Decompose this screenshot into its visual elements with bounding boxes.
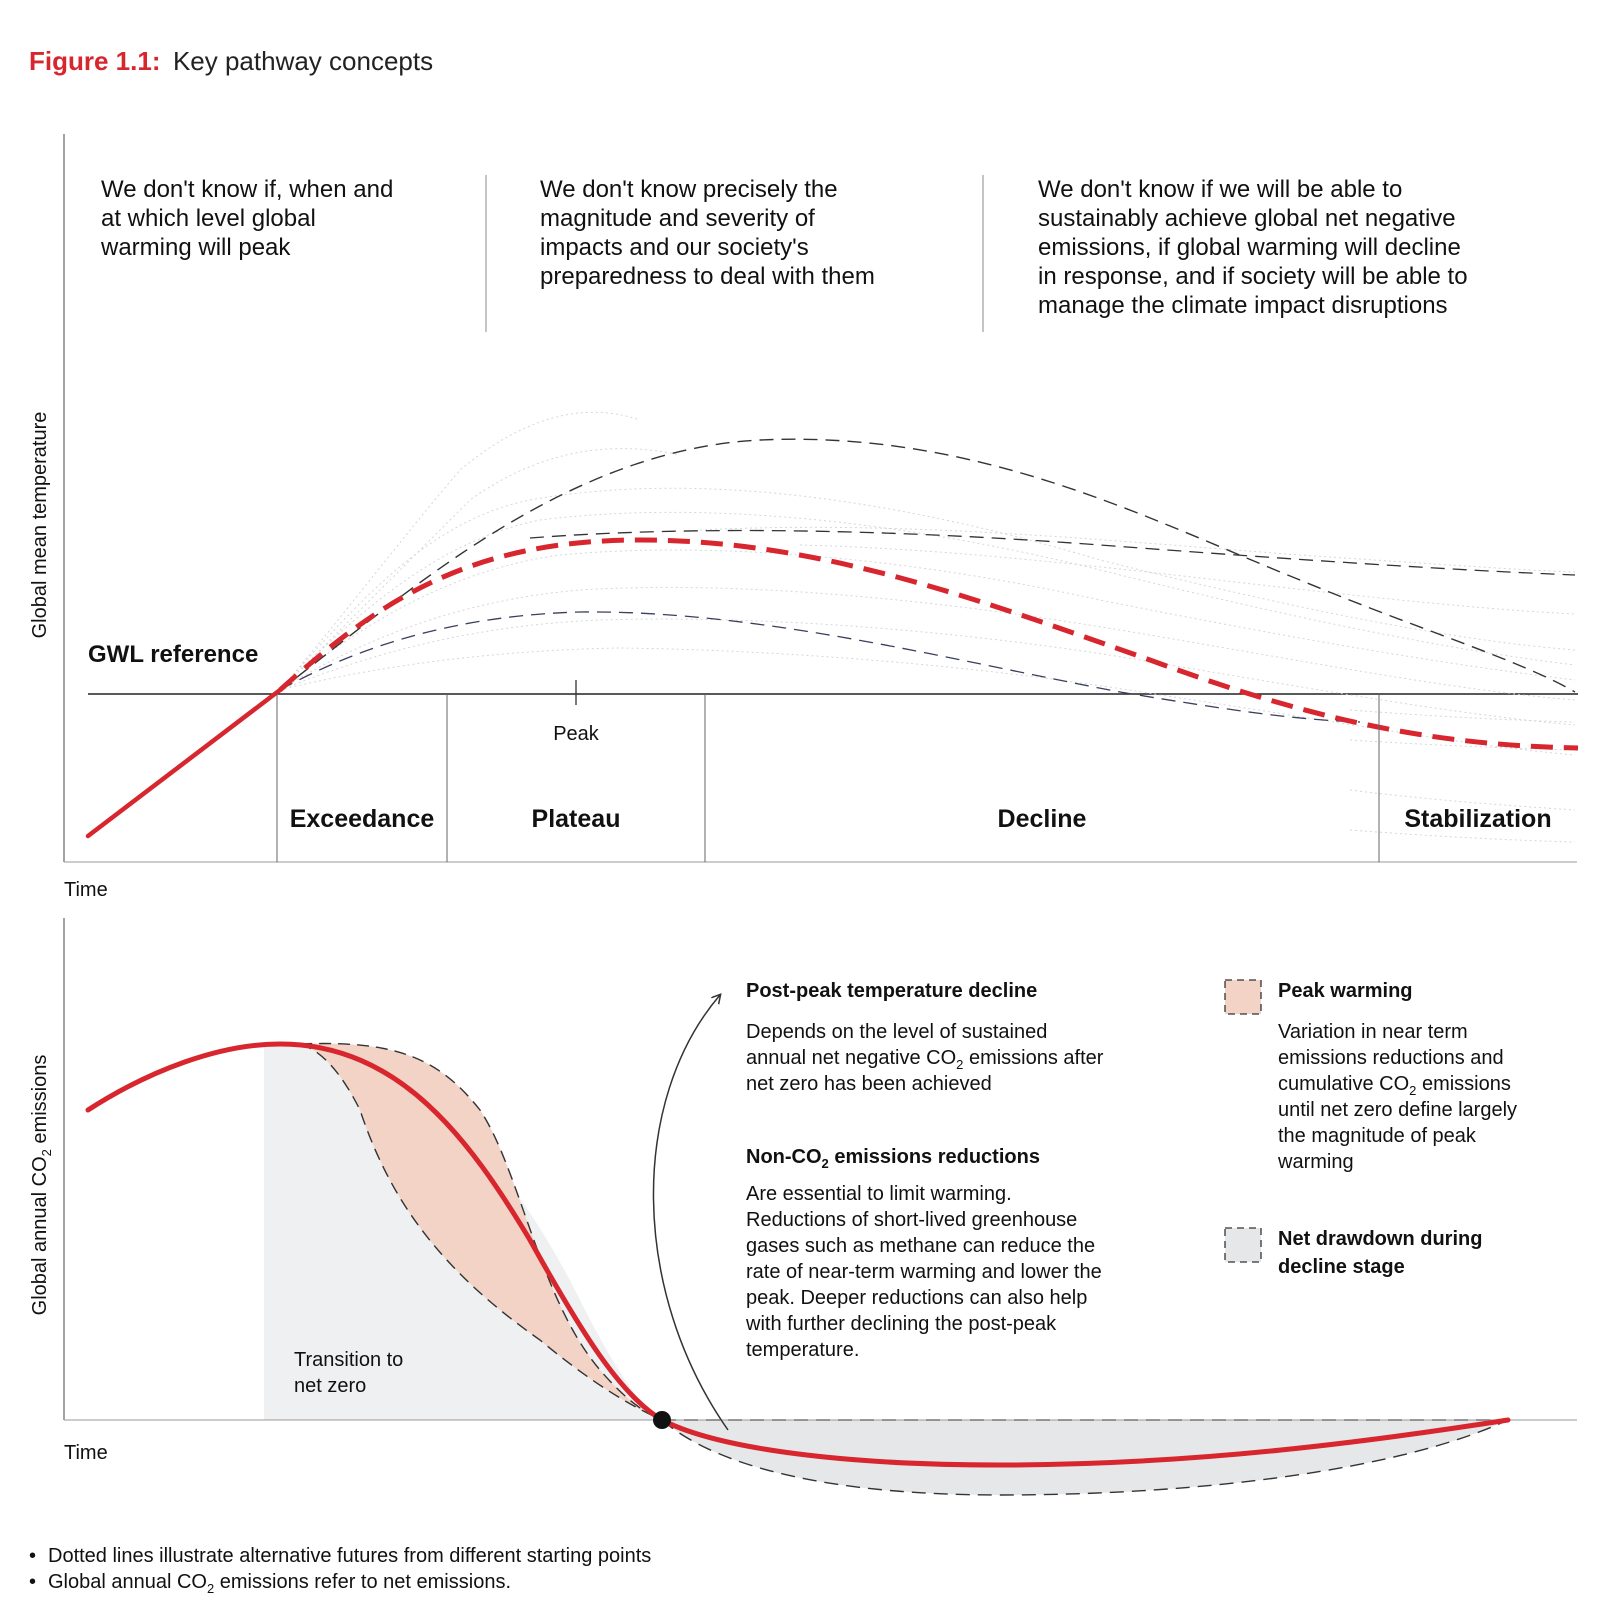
high-scenario-line [279,438,1576,693]
legend-net-drawdown-label: Net drawdown during decline stage [1278,1228,1488,1278]
post-peak-title: Post-peak temperature decline [746,980,1037,1002]
non-co2-body: Are essential to limit warming. Reductio… [745,1183,1107,1361]
peak-warming-band [300,1043,662,1420]
bullet-icon: • [29,1571,36,1593]
central-pathway-line [278,537,1579,751]
top-panel: We don't know if, when and at which leve… [29,134,1579,901]
bottom-x-axis-label: Time [64,1442,108,1464]
footnotes: • Dotted lines illustrate alternative fu… [29,1545,651,1596]
figure-title: Figure 1.1: Key pathway concepts [29,46,433,76]
uncertainty-impacts-text: We don't know precisely the magnitude an… [540,176,875,290]
post-peak-line-1: Depends on the level of sustained [746,1021,1047,1043]
peak-warming-swatch [1224,979,1262,1015]
legend-peak-line-2: emissions reductions and [1278,1047,1504,1069]
peak-band-upper-edge [299,1042,663,1421]
top-x-axis-label: Time [64,879,108,901]
bottom-panel: Global annual CO2 emissions Time Transit… [29,918,1577,1496]
stage-exceedance: Exceedance [290,805,435,833]
footnote-1: Dotted lines illustrate alternative futu… [48,1545,651,1567]
legend-peak-line-6: warming [1277,1151,1354,1173]
footnote-2: Global annual CO2 emissions refer to net… [48,1571,511,1596]
legend-peak-line-3: cumulative CO2 emissions [1278,1073,1511,1098]
post-peak-arrow [652,995,729,1431]
emissions-pathway-line [85,1041,1511,1468]
historical-warming-line [85,687,283,839]
net-drawdown-swatch [1224,1227,1262,1263]
low-scenario-line [279,611,1361,723]
alternative-futures [279,411,1576,843]
uncertainty-peak-text: We don't know if, when and at which leve… [100,176,400,261]
stage-decline: Decline [998,805,1087,833]
figure-title-text: Key pathway concepts [173,46,433,76]
drawdown-lower-edge [661,1419,1509,1496]
stage-stabilization: Stabilization [1404,805,1551,833]
peak-band-lower-edge [299,1043,663,1421]
post-peak-line-3: net zero has been achieved [746,1073,992,1095]
top-y-axis-label: Global mean temperature [29,412,51,639]
peak-label: Peak [553,723,600,745]
legend-peak-warming-title: Peak warming [1278,980,1413,1002]
mid-scenario-line [529,529,1576,576]
transition-label: Transition to net zero [294,1349,409,1397]
non-co2-title: Non-CO2 emissions reductions [746,1146,1040,1171]
post-peak-line-2: annual net negative CO2 emissions after [746,1047,1104,1072]
legend-peak-line-5: the magnitude of peak [1278,1125,1477,1147]
net-drawdown-area [662,1420,1508,1495]
uncertainty-decline-text: We don't know if we will be able to sust… [1038,176,1474,319]
bottom-y-axis-label: Global annual CO2 emissions [29,1055,54,1316]
bullet-icon: • [29,1545,36,1567]
figure-number: Figure 1.1: [29,46,160,76]
stage-plateau: Plateau [532,805,621,833]
legend-peak-line-1: Variation in near term [1278,1021,1468,1043]
legend-peak-line-4: until net zero define largely [1278,1099,1517,1121]
gwl-reference-label: GWL reference [88,641,258,668]
net-zero-point [653,1411,671,1429]
